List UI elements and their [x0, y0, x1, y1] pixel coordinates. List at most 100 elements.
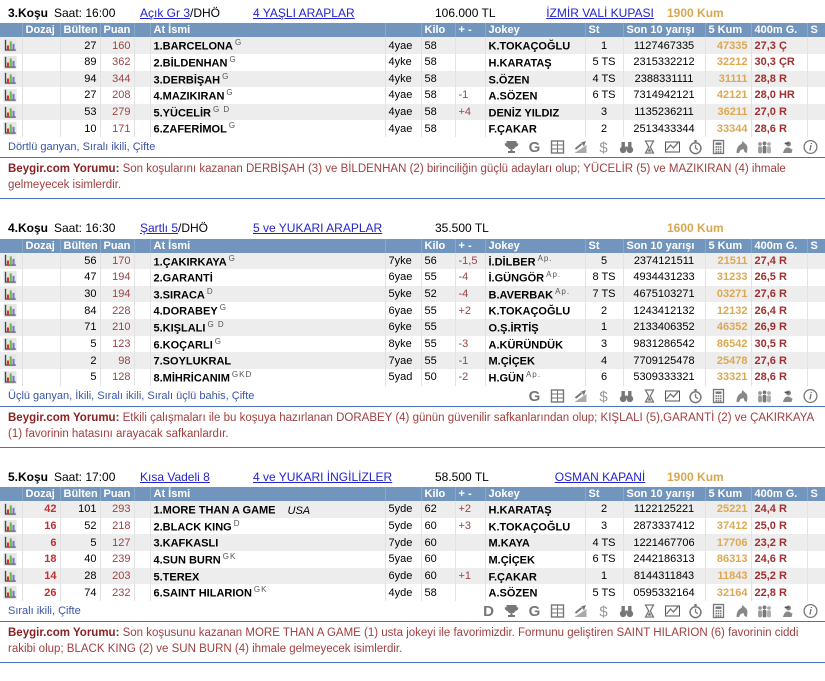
jockey-icon[interactable] [779, 603, 796, 619]
form-barchart-icon[interactable] [3, 520, 17, 533]
form-barchart-icon[interactable] [3, 56, 17, 69]
form-barchart-icon[interactable] [3, 354, 17, 367]
trend-icon[interactable] [572, 603, 589, 619]
stopwatch-icon[interactable] [687, 388, 704, 404]
horse-name[interactable]: 1.MORE THAN A GAME USA [150, 501, 386, 518]
form-barchart-icon[interactable] [3, 122, 17, 135]
form-barchart-icon[interactable] [3, 304, 17, 317]
horse-name[interactable]: 2.GARANTİ [150, 269, 386, 286]
trend-icon[interactable] [572, 388, 589, 404]
horse-name[interactable]: 1.ÇAKIRKAYA G [150, 252, 386, 270]
jockey-name[interactable]: H.KARATAŞ [485, 53, 586, 71]
trophy-icon[interactable] [503, 603, 520, 619]
jockey-name[interactable]: A.KÜRÜNDÜK [485, 335, 586, 353]
horse-name[interactable]: 2.BİLDENHAN G [150, 53, 386, 71]
horse-name[interactable]: 8.MİHRİCANIM GKD [150, 369, 386, 386]
binoculars-icon[interactable] [618, 603, 635, 619]
jockey-name[interactable]: M.ÇİÇEK [485, 551, 586, 568]
calculator-icon[interactable] [710, 139, 727, 155]
people-icon[interactable] [756, 388, 773, 404]
people-icon[interactable] [756, 603, 773, 619]
form-barchart-icon[interactable] [3, 338, 17, 351]
binoculars-icon[interactable] [618, 139, 635, 155]
jockey-name[interactable]: K.TOKAÇOĞLU [485, 517, 586, 535]
jockey-icon[interactable] [779, 388, 796, 404]
trophy-icon[interactable] [503, 139, 520, 155]
info-icon[interactable] [802, 388, 819, 404]
horse-name[interactable]: 6.KOÇARLI G [150, 335, 386, 353]
condition-link[interactable]: Açık Gr 3 [140, 6, 191, 20]
horse-name[interactable]: 5.YÜCELİR G D [150, 103, 386, 121]
trend-icon[interactable] [572, 139, 589, 155]
horse-name[interactable]: 4.DORABEY G [150, 302, 386, 320]
binoculars-icon[interactable] [618, 388, 635, 404]
horse-name[interactable]: 3.DERBİŞAH G [150, 70, 386, 88]
form-barchart-icon[interactable] [3, 72, 17, 85]
form-barchart-icon[interactable] [3, 89, 17, 102]
stopwatch-icon[interactable] [687, 603, 704, 619]
calculator-icon[interactable] [710, 388, 727, 404]
jockey-name[interactable]: İ.GÜNGÖR Ap. [485, 269, 586, 286]
jockey-name[interactable]: O.Ş.İRTİŞ [485, 319, 586, 336]
race-class-link[interactable]: 5 ve YUKARI ARAPLAR [253, 221, 383, 236]
horse-icon[interactable] [733, 603, 750, 619]
sheet-icon[interactable] [549, 603, 566, 619]
horse-name[interactable]: 3.SIRACA D [150, 285, 386, 303]
horse-name[interactable]: 6.SAINT HILARION GK [150, 584, 386, 602]
chart-icon[interactable] [664, 139, 681, 155]
race-class-link[interactable]: 4 YAŞLI ARAPLAR [253, 6, 355, 20]
dollar-icon[interactable] [595, 603, 612, 619]
form-barchart-icon[interactable] [3, 503, 17, 516]
form-barchart-icon[interactable] [3, 106, 17, 119]
chart-icon[interactable] [664, 388, 681, 404]
dollar-icon[interactable] [595, 388, 612, 404]
form-barchart-icon[interactable] [3, 570, 17, 583]
cup-link[interactable]: İZMİR VALİ KUPASI [546, 6, 654, 20]
g-icon[interactable] [526, 388, 543, 404]
jockey-name[interactable]: M.ÇİÇEK [485, 352, 586, 370]
form-barchart-icon[interactable] [3, 39, 17, 52]
jockey-name[interactable]: K.TOKAÇOĞLU [485, 302, 586, 320]
jockey-name[interactable]: H.GÜN Ap. [485, 369, 586, 386]
jockey-icon[interactable] [779, 139, 796, 155]
horse-name[interactable]: 4.SUN BURN GK [150, 551, 386, 568]
jockey-name[interactable]: S.ÖZEN [485, 70, 586, 88]
dollar-icon[interactable] [595, 139, 612, 155]
form-barchart-icon[interactable] [3, 586, 17, 599]
d-icon[interactable] [480, 603, 497, 619]
horse-name[interactable]: 7.SOYLUKRAL [150, 352, 386, 370]
g-icon[interactable] [526, 139, 543, 155]
jockey-name[interactable]: M.KAYA [485, 534, 586, 552]
info-icon[interactable] [802, 603, 819, 619]
horse-name[interactable]: 5.TEREX [150, 567, 386, 585]
horse-name[interactable]: 5.KIŞLALI G D [150, 319, 386, 336]
jockey-name[interactable]: F.ÇAKAR [485, 567, 586, 585]
g-icon[interactable] [526, 603, 543, 619]
jockey-name[interactable]: H.KARATAŞ [485, 501, 586, 518]
stopwatch-icon[interactable] [687, 139, 704, 155]
horse-name[interactable]: 4.MAZIKIRAN G [150, 87, 386, 104]
calculator-icon[interactable] [710, 603, 727, 619]
horse-name[interactable]: 6.ZAFERİMOL G [150, 120, 386, 138]
chart-icon[interactable] [664, 603, 681, 619]
sheet-icon[interactable] [549, 139, 566, 155]
cup-link[interactable]: OSMAN KAPANİ [554, 469, 646, 484]
form-barchart-icon[interactable] [3, 371, 17, 384]
form-barchart-icon[interactable] [3, 254, 17, 267]
jockey-name[interactable]: A.SÖZEN [485, 87, 586, 104]
hourglass-icon[interactable] [641, 603, 658, 619]
jockey-name[interactable]: DENİZ YILDIZ [485, 103, 586, 121]
horse-name[interactable]: 2.BLACK KING D [150, 517, 386, 535]
horse-icon[interactable] [733, 388, 750, 404]
jockey-name[interactable]: İ.DİLBER Ap. [485, 252, 586, 270]
hourglass-icon[interactable] [641, 139, 658, 155]
form-barchart-icon[interactable] [3, 321, 17, 334]
people-icon[interactable] [756, 139, 773, 155]
horse-icon[interactable] [733, 139, 750, 155]
form-barchart-icon[interactable] [3, 271, 17, 284]
condition-link[interactable]: Şartlı 5 [140, 221, 179, 236]
condition-link[interactable]: Kısa Vadeli 8 [140, 469, 210, 484]
sheet-icon[interactable] [549, 388, 566, 404]
horse-name[interactable]: 3.KAFKASLI [150, 534, 386, 552]
horse-name[interactable]: 1.BARCELONA G [150, 37, 386, 54]
